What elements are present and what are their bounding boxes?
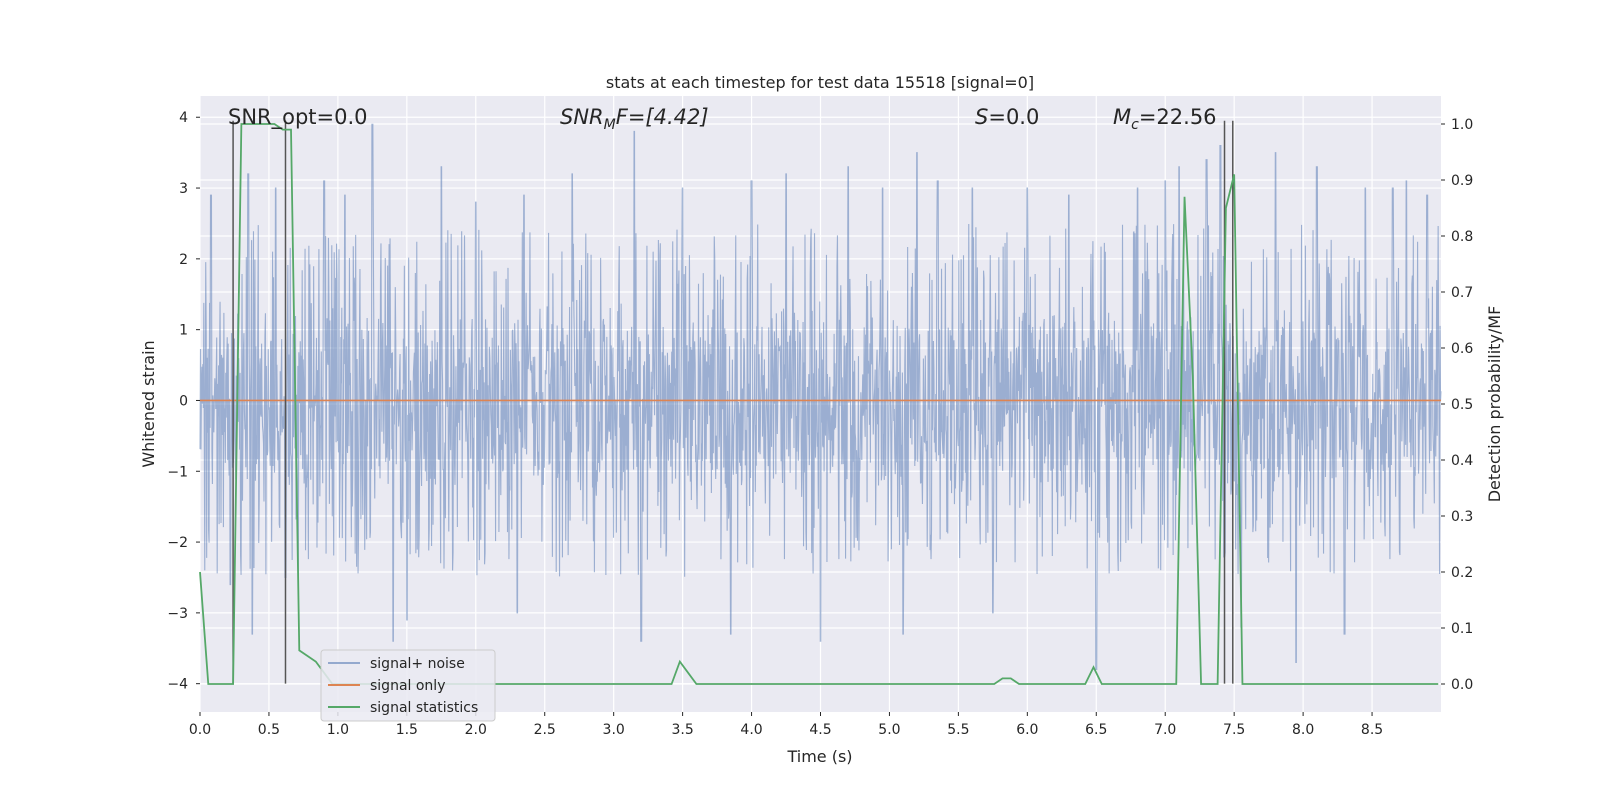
right-y-tick-label: 1.0	[1451, 117, 1473, 133]
x-tick-label: 2.5	[534, 722, 556, 738]
mc-suffix: =22.56	[1139, 105, 1217, 129]
x-tick-label: 7.5	[1223, 722, 1245, 738]
x-tick-label: 7.0	[1154, 722, 1176, 738]
snr-opt-annotation: SNR_opt=0.0	[228, 105, 368, 130]
right-y-tick-label: 0.7	[1451, 285, 1473, 301]
x-tick-label: 8.5	[1361, 722, 1383, 738]
left-y-tick-label: 4	[179, 110, 188, 126]
x-tick-label: 3.0	[603, 722, 625, 738]
snr-mf-prefix: SNR	[560, 105, 604, 129]
noise-line	[199, 123, 1442, 671]
x-tick-label: 1.5	[396, 722, 418, 738]
right-y-tick-label: 0.3	[1451, 509, 1473, 525]
left-y-tick-label: 3	[179, 181, 188, 197]
x-axis-label: Time (s)	[786, 747, 852, 766]
legend: signal+ noise signal only signal statist…	[320, 649, 496, 722]
snr-mf-annotation: SNRMF=[4.42]	[560, 105, 709, 133]
snr-mf-subscript: M	[604, 117, 616, 133]
signal-statistics-trace	[199, 123, 1439, 685]
s-prefix: S	[975, 105, 988, 129]
x-tick-label: 1.0	[327, 722, 349, 738]
right-y-tick-label: 0.2	[1451, 565, 1473, 581]
left-y-tick-label: −3	[167, 606, 188, 622]
x-tick-label: 0.0	[189, 722, 211, 738]
left-y-tick-label: 1	[179, 323, 188, 339]
x-tick-label: 8.0	[1292, 722, 1314, 738]
x-tick-label: 2.0	[465, 722, 487, 738]
left-y-axis-label: Whitened strain	[139, 340, 158, 467]
snr-mf-suffix: F=[4.42]	[616, 105, 709, 129]
x-tick-label: 3.5	[671, 722, 693, 738]
x-tick-label: 0.5	[258, 722, 280, 738]
right-y-tick-label: 0.6	[1451, 341, 1473, 357]
left-y-tick-label: −2	[167, 535, 188, 551]
right-y-tick-label: 0.4	[1451, 453, 1473, 469]
x-tick-label: 5.5	[947, 722, 969, 738]
chart-title: stats at each timestep for test data 155…	[606, 73, 1034, 92]
x-tick-label: 4.5	[809, 722, 831, 738]
x-axis-ticks: 0.0 0.5 1.0 1.5 2.0 2.5 3.0 3.5 4.0 4.5 5.0 5.5 6.0 6…	[189, 712, 1383, 738]
marker-lines	[232, 120, 1234, 684]
right-y-axis-label: Detection probability/MF	[1485, 306, 1504, 503]
s-suffix: =0.0	[988, 105, 1039, 129]
signal-statistics-line	[199, 123, 1439, 685]
right-y-tick-label: 0.1	[1451, 621, 1473, 637]
left-y-tick-label: 0	[179, 393, 188, 409]
right-y-axis-ticks: 1.0 0.9 0.8 0.7 0.6 0.5 0.4 0.3 0.2 0.1 0.0	[1441, 117, 1473, 693]
legend-box	[320, 649, 496, 722]
right-y-tick-label: 0.8	[1451, 229, 1473, 245]
left-y-tick-label: −1	[167, 464, 188, 480]
x-tick-label: 6.5	[1085, 722, 1107, 738]
left-y-tick-label: −4	[167, 677, 188, 693]
s-annotation: S=0.0	[975, 105, 1039, 129]
x-tick-label: 4.0	[740, 722, 762, 738]
mc-annotation: Mc=22.56	[1113, 105, 1217, 133]
x-tick-label: 6.0	[1016, 722, 1038, 738]
right-y-tick-label: 0.0	[1451, 677, 1473, 693]
legend-label-statistics: signal statistics	[370, 700, 478, 716]
legend-label-signal-only: signal only	[370, 678, 445, 694]
right-y-tick-label: 0.5	[1451, 397, 1473, 413]
mc-subscript: c	[1131, 117, 1139, 133]
mc-prefix: M	[1113, 105, 1131, 129]
left-y-axis-ticks: 4 3 2 1 0 −1 −2 −3 −4	[167, 110, 200, 693]
right-y-tick-label: 0.9	[1451, 173, 1473, 189]
signal-noise-trace	[199, 123, 1442, 671]
left-y-tick-label: 2	[179, 252, 188, 268]
legend-label-noise: signal+ noise	[370, 656, 465, 672]
x-tick-label: 5.0	[878, 722, 900, 738]
